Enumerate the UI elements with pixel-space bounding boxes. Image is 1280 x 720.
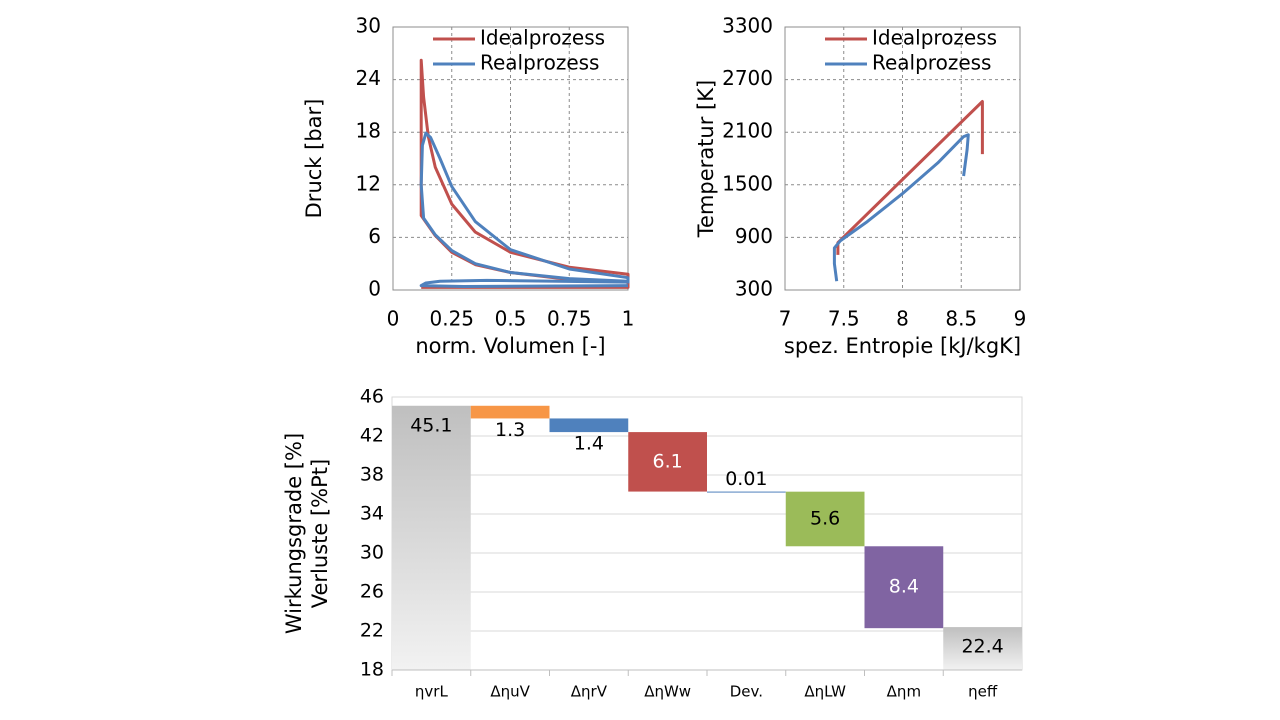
- bar: [785, 491, 865, 547]
- series-line: [419, 131, 630, 288]
- y-tick-label: 900: [735, 224, 773, 248]
- legend-label: Realprozess: [872, 51, 991, 75]
- value-label: 8.4: [889, 576, 919, 598]
- y-tick-label: 38: [360, 464, 384, 486]
- y-tick-label: 18: [356, 119, 381, 143]
- chart: 300 900 1500 2100 2700 3300 7 7.5 8 8.5 9 Idealproz…: [694, 14, 1026, 359]
- x-tick-label: 0: [387, 307, 400, 331]
- legend-label: Idealprozess: [480, 26, 605, 50]
- x-axis-label: norm. Volumen [-]: [415, 334, 605, 358]
- series-line: [832, 133, 970, 282]
- x-tick-label: Dev.: [730, 683, 763, 701]
- y-tick-label: 18: [360, 659, 384, 681]
- value-label: 0.01: [725, 468, 767, 490]
- x-tick-label: ΔηrV: [571, 683, 608, 701]
- bar: [549, 418, 629, 433]
- x-tick-label: 0.5: [495, 307, 527, 331]
- value-label: 5.6: [810, 507, 840, 529]
- chart: 0 6 12 18 24 30 0 0.25 0.5 0.75 1 IdealprozessRealp…: [302, 14, 634, 359]
- y-tick-label: 6: [368, 224, 381, 248]
- bar: [943, 627, 1022, 670]
- y-axis-label: Druck [bar]: [302, 99, 326, 219]
- x-tick-label: ΔηLW: [804, 683, 846, 701]
- value-label: 1.4: [574, 433, 604, 455]
- y-tick-label: 26: [360, 581, 384, 603]
- y-tick-label: 30: [356, 14, 381, 38]
- plot-frame: [392, 26, 629, 291]
- x-tick-label: 0.75: [547, 307, 592, 331]
- y-tick-label: 30: [360, 542, 384, 564]
- x-tick-label: 7: [779, 307, 792, 331]
- y-tick-label: 34: [360, 503, 384, 525]
- y-axis-label: Wirkungsgrade [%]: [282, 433, 306, 634]
- plot-frame: [784, 26, 1021, 291]
- y-tick-label: 12: [356, 171, 381, 195]
- bar: [707, 491, 786, 493]
- legend-label: Idealprozess: [872, 26, 997, 50]
- x-tick-label: ΔηuV: [490, 683, 530, 701]
- y-tick-label: 0: [368, 277, 381, 301]
- x-tick-label: ηeff: [968, 683, 998, 701]
- x-tick-label: 0.25: [429, 307, 474, 331]
- x-axis-label: spez. Entropie [kJ/kgK]: [784, 334, 1021, 358]
- y-axis-label: Verluste [%Pt]: [308, 459, 332, 608]
- bar: [392, 405, 471, 670]
- y-tick-label: 2700: [722, 66, 773, 90]
- y-tick-label: 3300: [722, 14, 773, 38]
- value-label: 1.3: [495, 419, 525, 441]
- y-tick-label: 24: [356, 66, 381, 90]
- x-tick-label: ηvrL: [415, 683, 449, 701]
- legend-label: Realprozess: [480, 51, 599, 75]
- x-tick-label: 8.5: [945, 307, 977, 331]
- bar: [628, 432, 707, 492]
- series-line: [836, 100, 984, 255]
- x-tick-label: Δηm: [887, 683, 921, 701]
- x-tick-label: 7.5: [828, 307, 860, 331]
- bar: [470, 405, 550, 419]
- x-tick-label: 9: [1014, 307, 1027, 331]
- value-label: 22.4: [961, 636, 1003, 658]
- y-axis-label: Temperatur [K]: [694, 80, 718, 238]
- x-tick-label: 1: [622, 307, 635, 331]
- value-label: 45.1: [410, 414, 452, 436]
- chart: 18 22 26 30 34 38 42 46 45.1 ηvrL 1.3 ΔηuV 1.4 ΔηrV 6.…: [282, 386, 1023, 701]
- y-tick-label: 22: [360, 620, 384, 642]
- y-tick-label: 2100: [722, 119, 773, 143]
- bar: [864, 546, 944, 629]
- x-tick-label: ΔηWw: [644, 683, 691, 701]
- y-tick-label: 1500: [722, 171, 773, 195]
- y-tick-label: 42: [360, 425, 384, 447]
- y-tick-label: 46: [360, 386, 384, 408]
- x-tick-label: 8: [896, 307, 909, 331]
- y-tick-label: 300: [735, 277, 773, 301]
- value-label: 6.1: [653, 450, 683, 472]
